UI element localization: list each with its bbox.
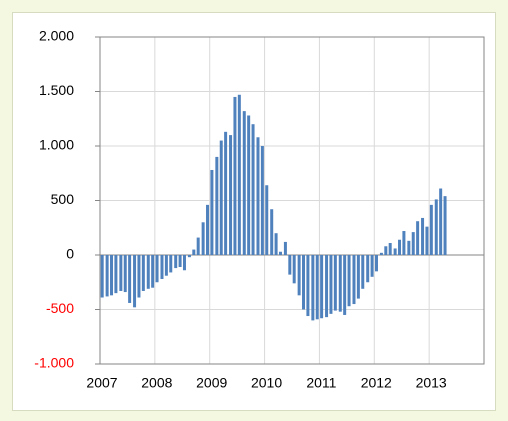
bar xyxy=(141,255,145,291)
bar xyxy=(325,255,329,318)
bar xyxy=(302,255,306,310)
bar xyxy=(196,237,200,255)
bar xyxy=(247,115,251,255)
bar xyxy=(242,111,246,256)
bar xyxy=(425,226,429,255)
bar xyxy=(265,185,269,255)
bar xyxy=(292,255,296,284)
y-tick-label: 0 xyxy=(66,246,74,262)
bar xyxy=(411,232,415,255)
x-tick-label: 2008 xyxy=(141,375,172,391)
bar xyxy=(416,221,420,255)
bar xyxy=(297,255,301,296)
bar xyxy=(402,231,406,255)
bar xyxy=(160,255,164,279)
bar xyxy=(407,240,411,255)
bar xyxy=(320,255,324,319)
bar xyxy=(356,255,360,299)
bar xyxy=(443,196,447,255)
bar xyxy=(128,255,132,303)
bar xyxy=(370,255,374,277)
bar xyxy=(306,255,310,317)
y-tick-label: 1.000 xyxy=(39,137,74,153)
bar xyxy=(110,255,114,296)
bar xyxy=(288,255,292,275)
bar xyxy=(388,243,392,255)
bar xyxy=(366,255,370,283)
bar xyxy=(151,255,155,288)
bar xyxy=(133,255,137,308)
bar xyxy=(237,94,241,256)
y-tick-label: 500 xyxy=(51,191,75,207)
bar xyxy=(174,255,178,269)
bar xyxy=(206,204,210,255)
x-tick-label: 2012 xyxy=(361,375,392,391)
bar xyxy=(215,156,219,255)
bar xyxy=(361,255,365,289)
bar xyxy=(439,188,443,255)
bar xyxy=(283,241,287,255)
y-tick-label: -500 xyxy=(46,300,74,316)
bar xyxy=(251,124,255,255)
plot-border xyxy=(99,36,485,365)
bar xyxy=(311,255,315,321)
bar xyxy=(343,255,347,315)
bar xyxy=(333,255,337,311)
bar xyxy=(146,255,150,289)
bar xyxy=(192,249,196,255)
x-tick-label: 2013 xyxy=(416,375,447,391)
bar xyxy=(374,255,378,272)
bar xyxy=(379,252,383,255)
bar xyxy=(260,146,264,255)
bar xyxy=(100,255,104,298)
bar xyxy=(114,255,118,294)
bar xyxy=(315,255,319,320)
y-tick-label: 1.500 xyxy=(39,82,74,98)
bar xyxy=(256,137,260,255)
bar xyxy=(398,239,402,255)
bar xyxy=(178,255,182,267)
bar xyxy=(105,255,109,297)
bar xyxy=(210,169,214,255)
bar xyxy=(421,217,425,255)
bar xyxy=(429,204,433,255)
x-tick-label: 2010 xyxy=(251,375,282,391)
bar xyxy=(164,255,168,276)
bar xyxy=(274,233,278,255)
bar xyxy=(338,255,342,312)
x-tick-label: 2007 xyxy=(86,375,117,391)
x-tick-label: 2009 xyxy=(196,375,227,391)
bar xyxy=(224,131,228,255)
bar xyxy=(393,248,397,255)
y-tick-label: -1.000 xyxy=(34,355,74,371)
bar xyxy=(270,209,274,255)
bar xyxy=(201,222,205,255)
bar xyxy=(182,255,186,271)
bar xyxy=(229,135,233,255)
bar xyxy=(219,140,223,255)
bar xyxy=(123,255,127,293)
bar xyxy=(352,255,356,305)
bar xyxy=(155,255,159,283)
bar xyxy=(384,246,388,255)
bar xyxy=(119,255,123,291)
x-tick-label: 2011 xyxy=(306,375,336,391)
bar xyxy=(347,255,351,307)
bar xyxy=(329,255,333,314)
bar xyxy=(278,251,282,255)
bar xyxy=(137,255,141,298)
y-tick-label: 2.000 xyxy=(39,28,74,44)
bar xyxy=(169,255,173,273)
bar xyxy=(434,199,438,255)
bar xyxy=(187,255,191,258)
bar xyxy=(233,96,237,255)
